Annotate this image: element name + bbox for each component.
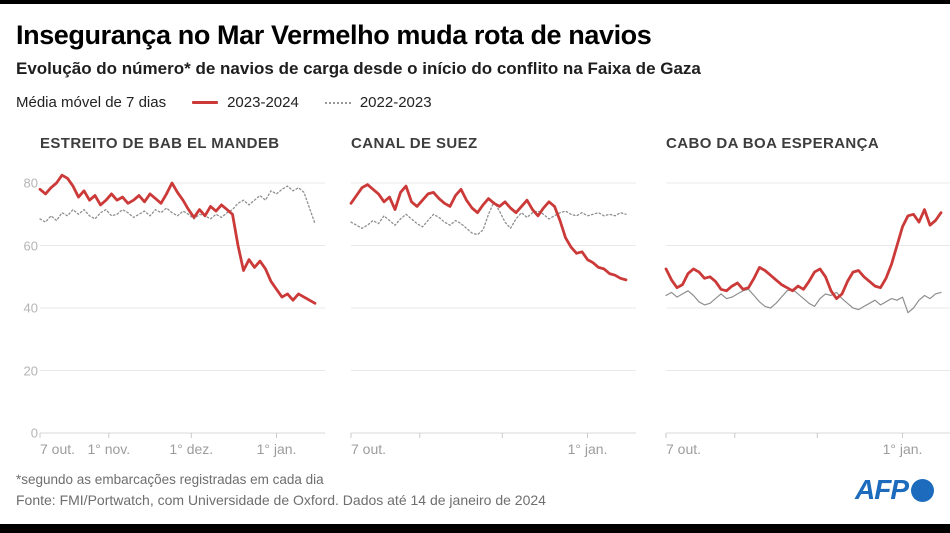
source-line: Fonte: FMI/Portwatch, com Universidade d… [16, 492, 546, 508]
legend-item-2022-2023: 2022-2023 [324, 94, 432, 111]
y-axis-label: 40 [23, 300, 38, 316]
svg-text:7 out.: 7 out. [40, 441, 75, 457]
svg-text:1° nov.: 1° nov. [87, 441, 130, 457]
bottom-bar [0, 524, 950, 533]
page-title: Insegurança no Mar Vermelho muda rota de… [16, 20, 652, 50]
chart-title: ESTREITO DE BAB EL MANDEB [40, 135, 280, 152]
svg-text:1° dez.: 1° dez. [169, 441, 213, 457]
svg-text:7 out.: 7 out. [351, 441, 386, 457]
svg-text:1° jan.: 1° jan. [568, 441, 608, 457]
chart-title: CABO DA BOA ESPERANÇA [666, 135, 880, 152]
chart-bab-el-mandeb: ESTREITO DE BAB EL MANDEB 7 out. 1° nov. 1… [38, 135, 325, 458]
legend-item-label: 2022-2023 [359, 94, 432, 111]
chart-title: CANAL DE SUEZ [351, 135, 478, 152]
y-axis-label: 60 [23, 238, 38, 253]
header: Insegurança no Mar Vermelho muda rota de… [0, 0, 950, 111]
afp-logo-text: AFP [855, 474, 909, 505]
svg-text:7 out.: 7 out. [666, 441, 701, 457]
page-subtitle: Evolução do número* de navios de carga d… [16, 59, 701, 78]
charts-row: 0 20 40 60 80 ESTREITO DE BAB EL MANDEB 7 ou… [0, 135, 950, 458]
y-axis: 0 20 40 60 80 [16, 135, 40, 441]
chart-canal-de-suez: CANAL DE SUEZ 7 out. 1° jan. [349, 135, 636, 458]
footer: *segundo as embarcações registradas em c… [0, 458, 950, 508]
legend-label: Média móvel de 7 dias [16, 94, 167, 111]
footnote: *segundo as embarcações registradas em c… [16, 472, 324, 487]
chart-plot-bab-el-mandeb: 7 out. 1° nov. 1° dez. 1° jan. [38, 173, 325, 457]
afp-logo-circle-icon [911, 478, 934, 502]
svg-text:1° jan.: 1° jan. [883, 441, 923, 457]
top-bar [0, 0, 950, 4]
afp-logo: AFP [855, 474, 934, 506]
gray-dotted-line-swatch-icon [324, 101, 351, 104]
svg-text:1° jan.: 1° jan. [257, 441, 297, 457]
y-axis-label: 80 [23, 175, 38, 191]
legend-item-2023-2024: 2023-2024 [192, 94, 299, 111]
y-axis-label: 20 [23, 363, 38, 378]
red-line-swatch-icon [192, 101, 219, 104]
legend-item-label: 2023-2024 [227, 94, 299, 111]
y-axis-label: 0 [30, 425, 38, 441]
chart-plot-cabo-boa-esperanca: 7 out. 1° jan. [664, 182, 950, 457]
chart-plot-canal-de-suez: 7 out. 1° jan. [349, 182, 636, 457]
chart-cabo-boa-esperanca: CABO DA BOA ESPERANÇA 7 out. 1° jan. [664, 135, 950, 458]
legend: Média móvel de 7 dias 2023-2024 2022-202… [16, 94, 934, 111]
